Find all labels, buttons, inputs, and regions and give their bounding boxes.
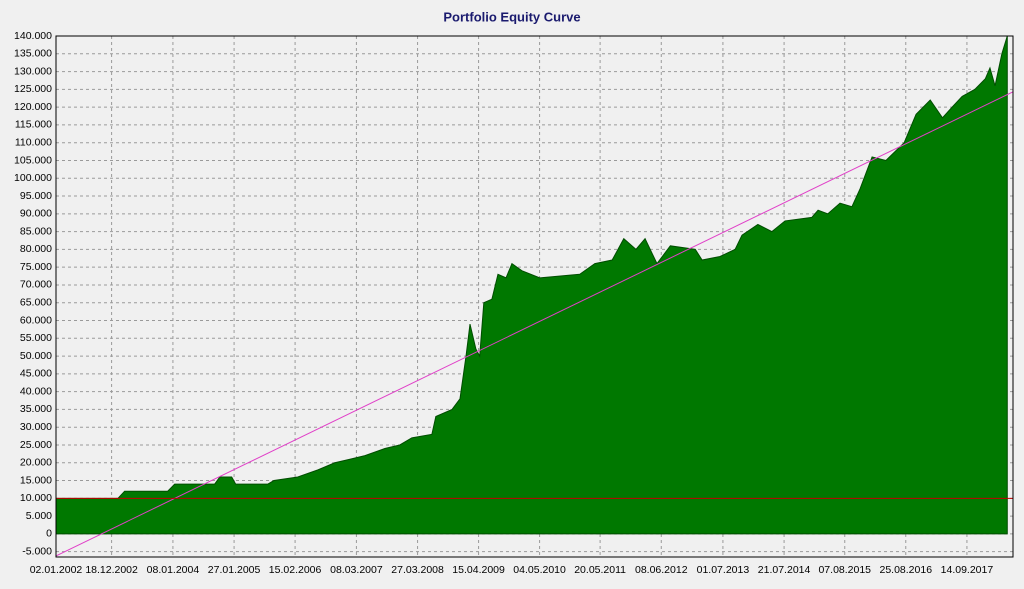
x-tick-label: 14.09.2017 bbox=[941, 564, 994, 576]
y-tick-label: 10.000 bbox=[20, 492, 52, 504]
x-tick-label: 08.03.2007 bbox=[330, 564, 383, 576]
x-tick-label: 02.01.2002 bbox=[30, 564, 83, 576]
y-tick-label: -5.000 bbox=[22, 545, 52, 557]
x-tick-label: 25.08.2016 bbox=[879, 564, 932, 576]
x-tick-label: 27.01.2005 bbox=[208, 564, 261, 576]
x-tick-label: 18.12.2002 bbox=[85, 564, 138, 576]
x-tick-label: 04.05.2010 bbox=[513, 564, 566, 576]
y-tick-label: 85.000 bbox=[20, 225, 52, 237]
x-tick-label: 15.04.2009 bbox=[452, 564, 505, 576]
y-tick-label: 130.000 bbox=[14, 65, 52, 77]
y-tick-label: 135.000 bbox=[14, 48, 52, 60]
y-tick-label: 35.000 bbox=[20, 403, 52, 415]
y-tick-label: 30.000 bbox=[20, 421, 52, 433]
line bbox=[56, 91, 1013, 557]
y-tick-label: 115.000 bbox=[15, 119, 52, 131]
y-tick-label: 100.000 bbox=[14, 172, 52, 184]
y-tick-label: 140.000 bbox=[14, 30, 52, 42]
chart-title: Portfolio Equity Curve bbox=[443, 9, 580, 24]
y-tick-label: 90.000 bbox=[20, 208, 52, 220]
y-tick-label: 95.000 bbox=[20, 190, 52, 202]
y-tick-label: 110.000 bbox=[15, 136, 52, 148]
x-tick-label: 08.01.2004 bbox=[147, 564, 200, 576]
y-tick-label: 120.000 bbox=[14, 101, 52, 113]
y-tick-label: 55.000 bbox=[20, 332, 52, 344]
y-tick-label: 125.000 bbox=[14, 83, 52, 95]
y-tick-label: 65.000 bbox=[20, 297, 52, 309]
y-tick-label: 70.000 bbox=[20, 279, 52, 291]
x-tick-label: 20.05.2011 bbox=[574, 564, 626, 576]
x-tick-label: 21.07.2014 bbox=[758, 564, 811, 576]
y-tick-label: 105.000 bbox=[14, 154, 52, 166]
x-tick-label: 08.06.2012 bbox=[635, 564, 688, 576]
y-tick-label: 25.000 bbox=[20, 439, 52, 451]
y-tick-label: 5.000 bbox=[26, 510, 52, 522]
y-tick-label: 50.000 bbox=[20, 350, 52, 362]
y-tick-label: 15.000 bbox=[20, 474, 52, 486]
y-tick-label: 75.000 bbox=[20, 261, 52, 273]
y-tick-label: 40.000 bbox=[20, 385, 52, 397]
x-tick-label: 01.07.2013 bbox=[697, 564, 750, 576]
y-tick-label: 80.000 bbox=[20, 243, 52, 255]
y-tick-label: 0 bbox=[46, 528, 52, 540]
x-tick-label: 15.02.2006 bbox=[269, 564, 322, 576]
y-tick-label: 45.000 bbox=[20, 368, 52, 380]
y-tick-label: 60.000 bbox=[20, 314, 52, 326]
y-tick-label: 20.000 bbox=[20, 457, 52, 469]
plot-frame bbox=[55, 35, 1014, 558]
x-tick-label: 07.08.2015 bbox=[818, 564, 871, 576]
x-tick-label: 27.03.2008 bbox=[391, 564, 444, 576]
equity-area bbox=[56, 36, 1008, 535]
